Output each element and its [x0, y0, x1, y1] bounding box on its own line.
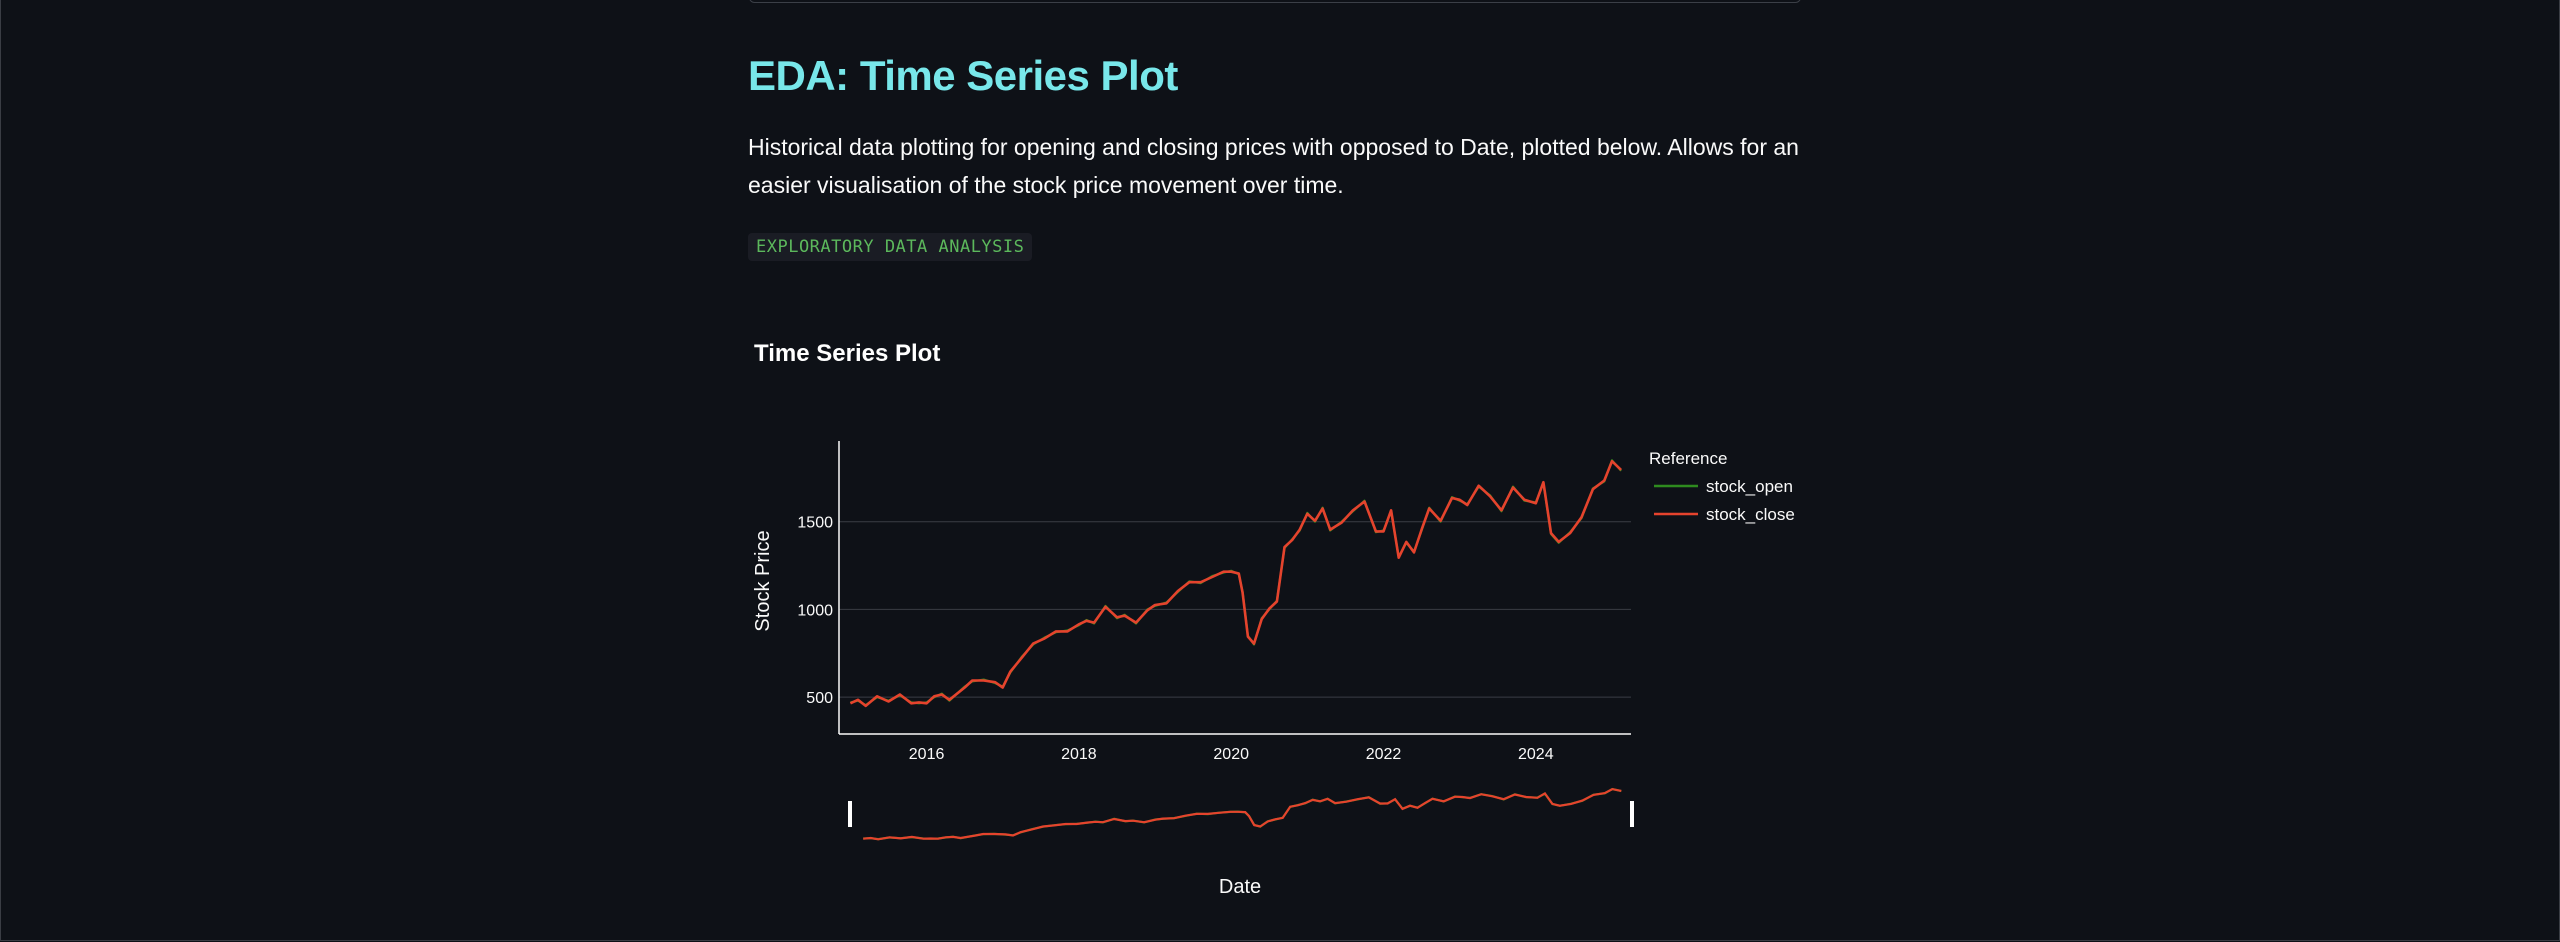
page-description: Historical data plotting for opening and… — [748, 134, 1799, 198]
range-slider-series — [863, 787, 1622, 841]
series-line-stock_open — [850, 459, 1622, 707]
slider-line-stock_close — [863, 787, 1622, 841]
range-slider[interactable] — [848, 787, 1634, 841]
range-slider-left-handle[interactable] — [848, 801, 852, 827]
y-axis-label: Stock Price — [752, 530, 774, 631]
y-tick-label: 1500 — [797, 515, 833, 532]
chart-gridlines — [839, 521, 1631, 698]
x-tick-label: 2018 — [1061, 746, 1097, 763]
main-content: EDA: Time Series Plot Historical data pl… — [748, 0, 1808, 942]
legend-title: Reference — [1649, 449, 1727, 468]
x-axis-label: Date — [1219, 876, 1261, 898]
y-tick-label: 500 — [806, 690, 833, 707]
chart-title: Time Series Plot — [754, 340, 941, 367]
x-tick-label: 2016 — [909, 746, 945, 763]
section-code-badge: EXPLORATORY DATA ANALYSIS — [748, 233, 1033, 261]
x-tick-labels: 2016 2018 2020 2022 2024 — [909, 746, 1554, 763]
legend-item-label: stock_open — [1706, 477, 1793, 496]
y-tick-label: 1000 — [797, 602, 833, 619]
chart-legend[interactable]: Reference stock_open stock_close — [1649, 449, 1795, 524]
x-tick-label: 2020 — [1213, 746, 1249, 763]
x-tick-label: 2024 — [1518, 746, 1554, 763]
x-tick-label: 2022 — [1366, 746, 1402, 763]
legend-item-label: stock_close — [1706, 505, 1795, 524]
y-tick-labels: 500 1000 1500 — [797, 515, 833, 707]
page-title: EDA: Time Series Plot — [748, 52, 1178, 99]
range-slider-right-handle[interactable] — [1630, 801, 1634, 827]
plot-series-group — [849, 459, 1622, 708]
series-line-stock_close — [849, 459, 1622, 708]
